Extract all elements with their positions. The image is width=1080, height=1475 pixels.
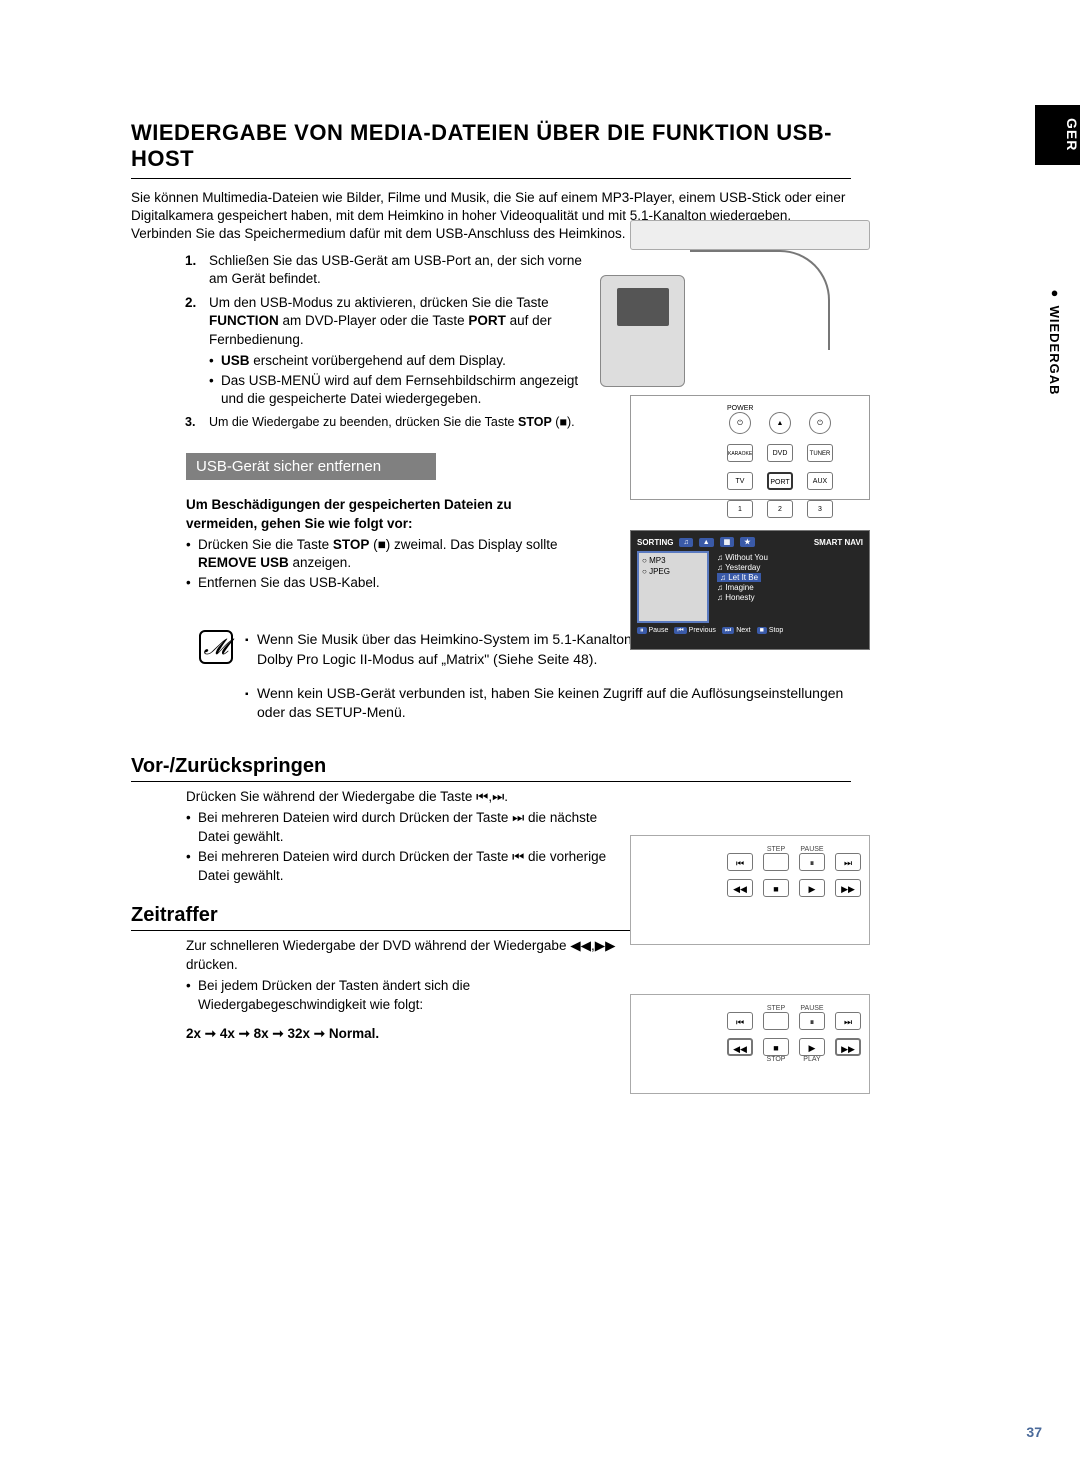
dvd-player-icon xyxy=(630,220,870,250)
pause-button-icon: ⏸ xyxy=(799,1012,825,1030)
note-text: Wenn kein USB-Gerät verbunden ist, haben… xyxy=(245,684,851,723)
forward-button-icon: ▶▶ xyxy=(835,1038,861,1056)
safe-remove-bullet: Entfernen Sie das USB-Kabel. xyxy=(186,574,586,592)
step-3: 3. Um die Wiedergabe zu beenden, drücken… xyxy=(209,414,591,431)
tuner-button-icon: TUNER xyxy=(807,444,833,462)
safe-remove-subhead: Um Beschädigungen der gespeicherten Date… xyxy=(186,496,586,532)
usb-menu-illustration: SORTING ♫ ▲ ▦ ★ SMART NAVI ○ MP3 ○ JPEG … xyxy=(630,530,870,650)
tv-button-icon: TV xyxy=(727,472,753,490)
page-number: 37 xyxy=(1026,1424,1042,1440)
song-item: ♫ Yesterday xyxy=(717,563,859,572)
stop-button-icon: ■ xyxy=(763,1038,789,1056)
step-bullet: USB erscheint vorübergehend auf dem Disp… xyxy=(221,352,591,370)
stop-key: STOP xyxy=(518,415,552,429)
step-text: Schließen Sie das USB-Gerät am USB-Port … xyxy=(209,253,582,286)
power-button-icon: ⏻ xyxy=(809,412,831,434)
next-button-icon: ⏭ xyxy=(835,853,861,871)
remote-ffrw-illustration: ⏮ STEP PAUSE⏸ ⏭ ◀◀ ■STOP ▶PLAY ▶▶ xyxy=(630,994,870,1094)
menu-right-pane: ♫ Without You ♫ Yesterday ♫ Let It Be ♫ … xyxy=(713,551,863,623)
step-1: 1. Schließen Sie das USB-Gerät am USB-Po… xyxy=(209,252,591,288)
side-section-label: ● WIEDERGAB xyxy=(1047,285,1062,396)
aux-button-icon: AUX xyxy=(807,472,833,490)
usb-cable-icon xyxy=(690,250,830,350)
song-item: ♫ Let It Be xyxy=(717,573,859,582)
skip-section-title: Vor-/Zurückspringen xyxy=(131,755,851,782)
step-2: 2. Um den USB-Modus zu aktivieren, drück… xyxy=(209,294,591,408)
song-item: ♫ Honesty xyxy=(717,593,859,602)
play-button-icon: ▶ xyxy=(799,1038,825,1056)
num-button-icon: 3 xyxy=(807,500,833,518)
safe-remove-heading: USB-Gerät sicher entfernen xyxy=(186,453,436,480)
rewind-button-icon: ◀◀ xyxy=(727,1038,753,1056)
rewind-button-icon: ◀◀ xyxy=(727,879,753,897)
up-chip-icon: ▲ xyxy=(699,538,714,547)
num-button-icon: 2 xyxy=(767,500,793,518)
steps-list: 1. Schließen Sie das USB-Gerät am USB-Po… xyxy=(131,252,591,432)
step-number: 2. xyxy=(185,294,196,312)
image-chip-icon: ▦ xyxy=(720,537,735,547)
skip-intro: Drücken Sie während der Wiedergabe die T… xyxy=(186,789,508,804)
mp3-player-icon xyxy=(600,275,685,387)
safe-remove-body: Um Beschädigungen der gespeicherten Date… xyxy=(186,496,586,592)
karaoke-button-icon: KARAOKE xyxy=(727,444,753,462)
timelapse-intro: Zur schnelleren Wiedergabe der DVD währe… xyxy=(186,938,615,972)
step-text: am DVD-Player oder die Taste xyxy=(279,313,469,328)
prev-button-icon: ⏮ xyxy=(727,1012,753,1030)
sorting-label: SORTING xyxy=(637,538,673,547)
stop-button-icon: ■ xyxy=(763,879,789,897)
device-connection-illustration xyxy=(630,220,870,385)
language-tab: GER xyxy=(1035,105,1080,165)
step-text: Um den USB-Modus zu aktivieren, drücken … xyxy=(209,295,549,310)
skip-section-body: Drücken Sie während der Wiedergabe die T… xyxy=(186,788,626,886)
step-number: 1. xyxy=(185,252,196,270)
eject-button-icon: ▲ xyxy=(769,412,791,434)
dvd-button-icon: DVD xyxy=(767,444,793,462)
play-button-icon: ▶ xyxy=(799,879,825,897)
menu-category: ○ MP3 xyxy=(642,556,704,565)
next-button-icon: ⏭ xyxy=(835,1012,861,1030)
skip-bullet: Bei mehreren Dateien wird durch Drücken … xyxy=(186,809,626,847)
fav-chip-icon: ★ xyxy=(740,537,754,547)
remote-skip-illustration: ⏮ STEP PAUSE⏸ ⏭ ◀◀ ■ ▶ ▶▶ xyxy=(630,835,870,945)
timelapse-bullet: Bei jedem Drücken der Tasten ändert sich… xyxy=(186,977,626,1015)
step-number: 3. xyxy=(185,414,195,431)
pause-button-icon: ⏸ xyxy=(799,853,825,871)
remote-port-illustration: POWER⏻ ▲ ⏻ KARAOKE DVD TUNER TV PORT AUX… xyxy=(630,395,870,500)
menu-category: ○ JPEG xyxy=(642,567,704,576)
song-item: ♫ Imagine xyxy=(717,583,859,592)
power-button-icon: ⏻ xyxy=(729,412,751,434)
step-button-icon xyxy=(763,1012,789,1030)
note-icon: 𝓜 xyxy=(199,630,233,664)
smartnavi-label: SMART NAVI xyxy=(814,538,863,547)
port-key: PORT xyxy=(468,313,506,328)
music-chip-icon: ♫ xyxy=(679,538,692,547)
forward-button-icon: ▶▶ xyxy=(835,879,861,897)
step-bullet: Das USB-MENÜ wird auf dem Fernsehbildsch… xyxy=(221,372,591,408)
skip-bullet: Bei mehreren Dateien wird durch Drücken … xyxy=(186,848,626,886)
speed-sequence: 2x ➞ 4x ➞ 8x ➞ 32x ➞ Normal. xyxy=(186,1025,626,1044)
step-button-icon xyxy=(763,853,789,871)
timelapse-section-body: Zur schnelleren Wiedergabe der DVD währe… xyxy=(186,937,626,1043)
safe-remove-bullet: Drücken Sie die Taste STOP (■) zweimal. … xyxy=(186,536,586,572)
page-title: WIEDERGABE VON MEDIA-DATEIEN ÜBER DIE FU… xyxy=(131,120,851,179)
function-key: FUNCTION xyxy=(209,313,279,328)
port-button-icon: PORT xyxy=(767,472,793,490)
menu-left-pane: ○ MP3 ○ JPEG xyxy=(637,551,709,623)
song-item: ♫ Without You xyxy=(717,553,859,562)
num-button-icon: 1 xyxy=(727,500,753,518)
step-text: (■). xyxy=(552,415,575,429)
step-text: Um die Wiedergabe zu beenden, drücken Si… xyxy=(209,415,518,429)
prev-button-icon: ⏮ xyxy=(727,853,753,871)
